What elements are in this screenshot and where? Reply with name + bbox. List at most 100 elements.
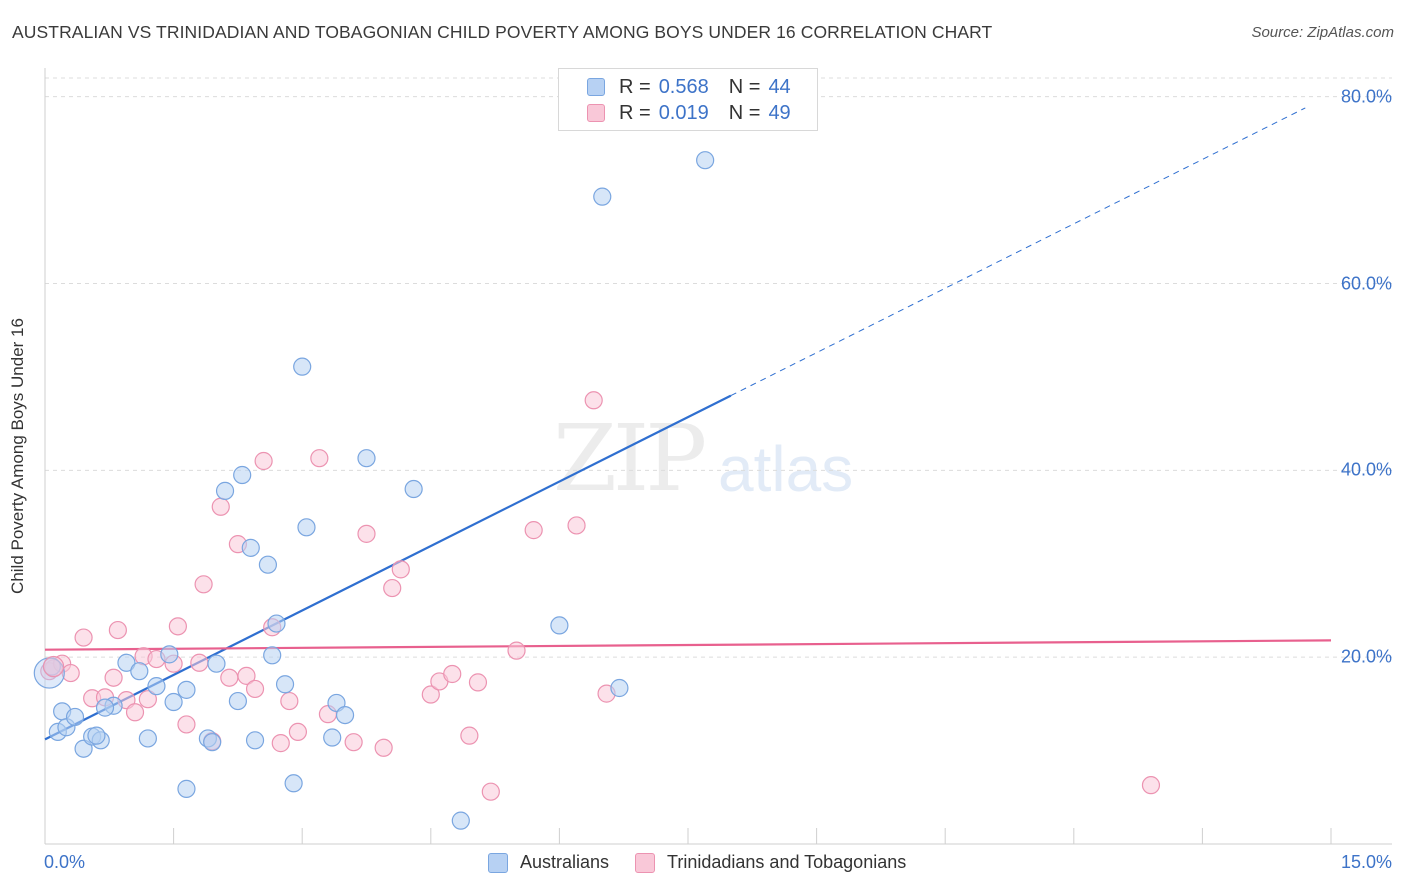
point-trinidadians bbox=[194, 575, 213, 594]
point-australians bbox=[228, 691, 247, 711]
legend-n-value: 49 bbox=[768, 101, 791, 124]
point-trinidadians bbox=[468, 673, 488, 692]
point-australians bbox=[177, 779, 196, 798]
point-australians bbox=[263, 646, 282, 665]
y-tick-label: 40.0% bbox=[1340, 459, 1392, 480]
legend-item-trinidadians: Trinidadians and Tobagonians bbox=[635, 852, 906, 873]
point-trinidadians bbox=[391, 560, 410, 579]
legend-item-australians: Australians bbox=[488, 852, 609, 873]
trend-line-australians-extension bbox=[730, 107, 1306, 397]
point-australians bbox=[177, 680, 196, 699]
point-australians bbox=[130, 662, 149, 681]
y-tick-label: 60.0% bbox=[1340, 273, 1392, 293]
point-trinidadians bbox=[507, 641, 526, 660]
grid-lines bbox=[45, 77, 1392, 658]
series-legend: Australians Trinidadians and Tobagonians bbox=[488, 852, 932, 873]
legend-swatch-blue bbox=[488, 852, 508, 873]
point-australians bbox=[550, 616, 569, 635]
point-trinidadians bbox=[584, 391, 603, 410]
legend-label-trinidadians: Trinidadians and Tobagonians bbox=[667, 852, 907, 872]
point-australians bbox=[610, 678, 629, 698]
point-trinidadians bbox=[245, 679, 265, 699]
point-trinidadians bbox=[104, 668, 123, 687]
point-trinidadians-large bbox=[42, 655, 65, 678]
legend-row-australians: R = 0.568 N = 44 bbox=[559, 74, 791, 100]
point-trinidadians bbox=[524, 521, 543, 540]
y-tick-label: 80.0% bbox=[1340, 86, 1392, 107]
point-trinidadians bbox=[280, 691, 299, 711]
point-australians bbox=[147, 677, 166, 696]
watermark-atlas: atlas bbox=[718, 433, 854, 505]
point-australians bbox=[593, 187, 612, 206]
point-australians bbox=[138, 729, 157, 748]
point-australians bbox=[95, 698, 115, 717]
point-trinidadians bbox=[220, 668, 239, 687]
point-trinidadians bbox=[237, 666, 256, 685]
trend-line-trinidadians bbox=[44, 639, 1332, 651]
point-australians bbox=[696, 151, 715, 170]
legend-swatch-pink bbox=[587, 104, 605, 122]
point-australians bbox=[87, 726, 106, 745]
point-australians bbox=[335, 705, 355, 725]
point-trinidadians bbox=[211, 497, 230, 516]
point-australians bbox=[65, 707, 85, 727]
point-australians bbox=[293, 357, 312, 376]
watermark-zip: ZIP bbox=[553, 405, 707, 512]
legend-swatch-blue bbox=[587, 78, 605, 96]
point-australians bbox=[203, 733, 222, 752]
point-australians bbox=[357, 449, 376, 468]
point-trinidadians bbox=[460, 726, 479, 745]
point-trinidadians bbox=[310, 449, 329, 468]
point-australians bbox=[164, 692, 183, 712]
point-trinidadians bbox=[138, 690, 157, 709]
point-trinidadians bbox=[344, 733, 363, 752]
point-australians bbox=[233, 465, 252, 485]
point-australians bbox=[245, 731, 265, 750]
point-trinidadians bbox=[421, 685, 440, 704]
point-australians bbox=[275, 675, 295, 694]
point-trinidadians bbox=[61, 663, 80, 683]
point-australians bbox=[117, 653, 136, 672]
legend-r-value: 0.568 bbox=[658, 75, 709, 98]
point-trinidadians bbox=[108, 620, 127, 640]
point-australians bbox=[267, 614, 286, 633]
legend-r-label: R = bbox=[619, 101, 651, 124]
point-australians bbox=[241, 538, 260, 557]
point-australians bbox=[258, 555, 278, 574]
point-australians bbox=[284, 774, 303, 793]
legend-r-value: 0.019 bbox=[658, 101, 709, 124]
point-trinidadians bbox=[443, 664, 462, 684]
chart-title: AUSTRALIAN VS TRINIDADIAN AND TOBAGONIAN… bbox=[12, 22, 993, 42]
source-label: Source: ZipAtlas.com bbox=[1251, 24, 1394, 41]
legend-n-value: 44 bbox=[768, 75, 791, 98]
point-australians bbox=[323, 728, 342, 747]
point-trinidadians bbox=[74, 628, 93, 647]
point-trinidadians bbox=[271, 734, 290, 753]
legend-n-label: N = bbox=[728, 101, 761, 124]
legend-swatch-pink bbox=[635, 852, 656, 873]
point-trinidadians bbox=[1141, 776, 1161, 795]
point-australians bbox=[215, 481, 235, 500]
legend-row-trinidadians: R = 0.019 N = 49 bbox=[559, 100, 791, 126]
point-trinidadians bbox=[481, 782, 500, 801]
point-trinidadians bbox=[125, 703, 145, 722]
point-trinidadians bbox=[288, 722, 308, 742]
point-trinidadians bbox=[357, 524, 376, 543]
point-australians bbox=[404, 479, 423, 499]
point-trinidadians bbox=[168, 617, 187, 636]
point-trinidadians bbox=[177, 715, 196, 734]
point-trinidadians bbox=[190, 653, 209, 672]
legend-label-australians: Australians bbox=[520, 852, 610, 872]
data-points bbox=[33, 151, 1161, 830]
point-trinidadians bbox=[374, 738, 393, 757]
x-tick-label-max: 15.0% bbox=[1340, 852, 1392, 872]
point-trinidadians bbox=[567, 516, 586, 535]
y-tick-label: 20.0% bbox=[1340, 646, 1392, 667]
point-australians bbox=[451, 811, 470, 830]
correlation-legend: R = 0.568 N = 44 R = 0.019 N = 49 bbox=[558, 68, 818, 131]
axes bbox=[44, 68, 1392, 845]
y-axis-label: Child Poverty Among Boys Under 16 bbox=[8, 318, 27, 594]
point-australians bbox=[207, 654, 226, 673]
x-tick-label-min: 0.0% bbox=[44, 852, 86, 872]
